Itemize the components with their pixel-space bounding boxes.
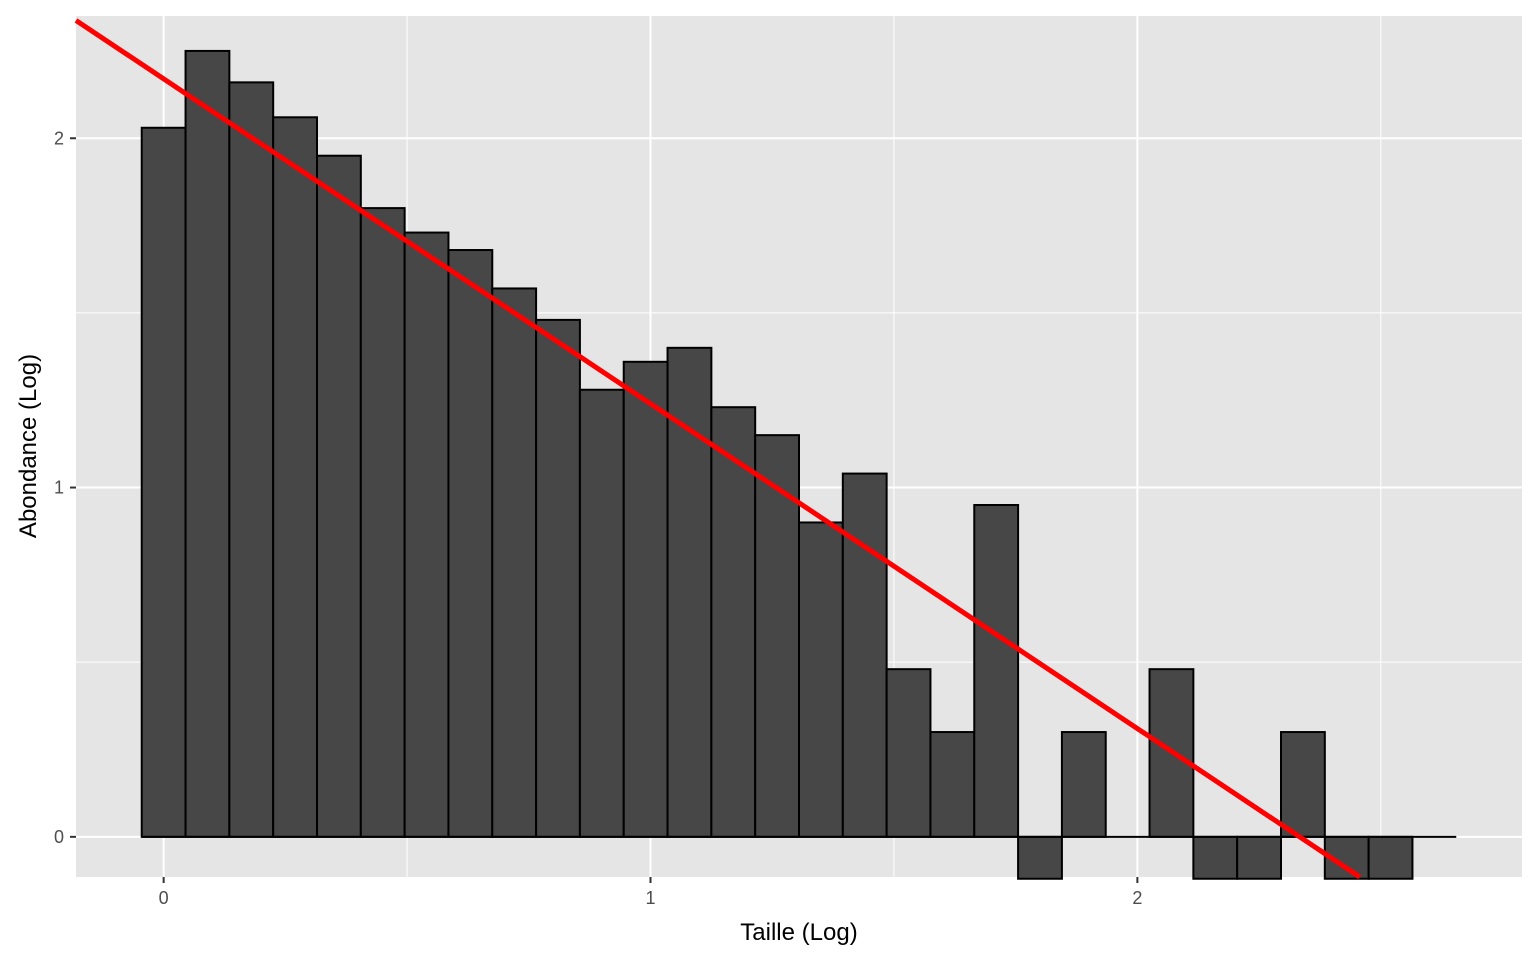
histogram-bar bbox=[1192, 835, 1239, 880]
histogram-bar bbox=[535, 318, 581, 838]
histogram-bar bbox=[929, 731, 976, 838]
regression-line bbox=[74, 18, 1362, 880]
y-tick-label: 0 bbox=[54, 827, 64, 847]
histogram-bar bbox=[184, 49, 231, 838]
y-tick-label: 2 bbox=[54, 128, 64, 148]
histogram-bar bbox=[447, 249, 494, 838]
histogram-bar bbox=[754, 434, 801, 838]
histogram-bar bbox=[578, 388, 625, 838]
histogram-bar bbox=[359, 207, 406, 838]
histogram-bar bbox=[272, 116, 319, 838]
x-tick-label: 2 bbox=[1132, 888, 1142, 908]
histogram-bar bbox=[885, 668, 932, 838]
histogram-bar bbox=[1236, 835, 1282, 880]
x-tick-label: 1 bbox=[645, 888, 655, 908]
histogram-bar bbox=[622, 360, 669, 838]
histogram-bar bbox=[973, 504, 1020, 838]
histogram-bar bbox=[316, 154, 362, 838]
histogram-bar bbox=[798, 521, 844, 838]
histogram-bar bbox=[1060, 731, 1107, 838]
x-axis-ticks: 0 1 2 bbox=[159, 877, 1142, 908]
regression-line-group bbox=[74, 18, 1362, 880]
y-tick-label: 1 bbox=[54, 478, 64, 498]
histogram-bar bbox=[228, 81, 275, 838]
histogram-bar bbox=[1367, 835, 1414, 880]
y-axis-title: Abondance (Log) bbox=[15, 354, 42, 538]
histogram-bar bbox=[1017, 835, 1063, 880]
histogram-bar bbox=[1280, 731, 1326, 838]
y-axis-ticks: 0 1 2 bbox=[54, 128, 76, 847]
histogram-bar bbox=[1323, 835, 1370, 880]
x-axis-title: Taille (Log) bbox=[740, 919, 857, 946]
histogram-bar bbox=[403, 231, 450, 838]
histogram-bar bbox=[491, 287, 538, 838]
x-tick-label: 0 bbox=[159, 888, 169, 908]
histogram-bar bbox=[140, 126, 187, 838]
histogram-bar bbox=[841, 472, 888, 838]
